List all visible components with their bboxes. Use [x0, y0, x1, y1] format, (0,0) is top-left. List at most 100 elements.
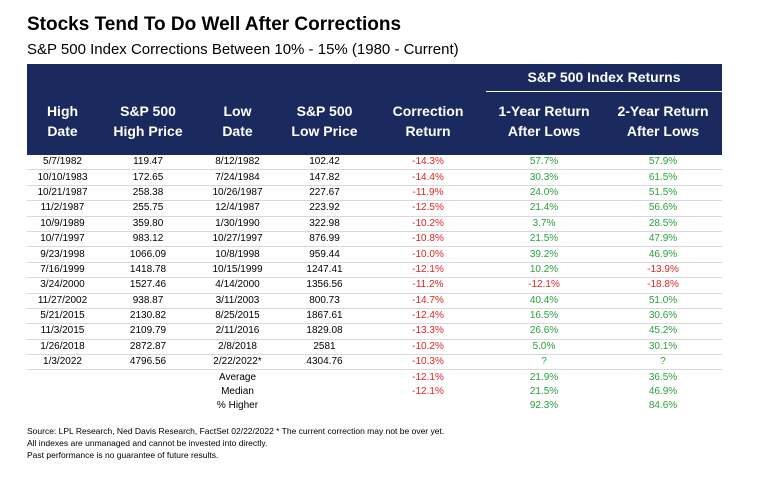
cell-low-date: 8/25/2015 — [198, 308, 277, 325]
summary-empty-cell — [98, 370, 198, 385]
cell-1y-return: 40.4% — [484, 293, 604, 309]
cell-high-date: 10/7/1997 — [27, 231, 98, 248]
cell-low-price: 147.82 — [277, 169, 372, 186]
cell-high-price: 2109.79 — [98, 323, 198, 340]
table-row: 10/10/1983 172.65 7/24/1984 147.82 -14.4% 30.… — [27, 169, 722, 186]
cell-high-price: 1418.78 — [98, 262, 198, 279]
cell-low-price: 1829.08 — [277, 323, 372, 340]
table-row: 9/23/1998 1066.09 10/8/1998 959.44 -10.0% 39.… — [27, 246, 722, 263]
cell-2y-return: 57.9% — [604, 155, 722, 171]
cell-correction-return: -14.4% — [372, 169, 484, 186]
group-header-divider — [486, 91, 722, 92]
summary-2y-return: 36.5% — [648, 371, 678, 383]
summary-2y-return: 46.9% — [648, 386, 678, 398]
cell-2y-return: 51.5% — [604, 185, 722, 202]
cell-high-price: 2130.82 — [98, 308, 198, 325]
summary-2y-return: 84.6% — [648, 400, 678, 412]
cell-1y-return: ? — [484, 354, 604, 371]
cell-2y-return: -18.8% — [604, 277, 722, 294]
cell-low-date: 8/12/1982 — [198, 155, 277, 171]
cell-1y-return: 10.2% — [484, 262, 604, 279]
summary-empty-cell — [27, 399, 98, 413]
cell-low-date: 10/26/1987 — [198, 185, 277, 202]
column-header-high-price: S&P 500 High Price — [98, 101, 198, 141]
table-body: 5/7/1982 119.47 8/12/1982 102.42 -14.3% 57.7%… — [27, 155, 722, 414]
cell-high-price: 938.87 — [98, 293, 198, 309]
cell-low-price: 223.92 — [277, 200, 372, 217]
cell-2y-return: 46.9% — [604, 246, 722, 263]
cell-correction-return: -11.2% — [372, 277, 484, 294]
table-row: 5/21/2015 2130.82 8/25/2015 1867.61 -12.4% 16… — [27, 308, 722, 325]
summary-1y-return: 92.3% — [529, 400, 559, 412]
cell-high-price: 359.80 — [98, 216, 198, 232]
column-header-line: 2-Year Return — [617, 103, 709, 119]
cell-2y-return: 61.5% — [604, 169, 722, 186]
column-header-line: After Lows — [626, 123, 700, 139]
column-header-line: Low Price — [291, 123, 358, 139]
summary-empty-cell — [98, 385, 198, 399]
column-header-line: 1-Year Return — [498, 103, 590, 119]
cell-high-date: 7/16/1999 — [27, 262, 98, 279]
summary-row: Median -12.1% 21.5% 46.9% — [27, 385, 722, 399]
cell-1y-return: 39.2% — [484, 246, 604, 263]
cell-2y-return: -13.9% — [604, 262, 722, 279]
cell-high-date: 11/27/2002 — [27, 293, 98, 309]
cell-high-price: 172.65 — [98, 169, 198, 186]
column-header-correction: Correction Return — [372, 101, 484, 141]
cell-high-price: 255.75 — [98, 200, 198, 217]
column-header-high-date: High Date — [27, 101, 98, 141]
corrections-table: 5/7/1982 119.47 8/12/1982 102.42 -14.3% 57.7%… — [27, 155, 722, 414]
summary-empty-cell — [277, 385, 372, 399]
summary-empty-cell — [27, 385, 98, 399]
cell-low-price: 800.73 — [277, 293, 372, 309]
summary-row: Average -12.1% 21.9% 36.5% — [27, 370, 722, 385]
cell-low-price: 959.44 — [277, 246, 372, 263]
summary-empty-cell — [277, 399, 372, 413]
table-row: 10/9/1989 359.80 1/30/1990 322.98 -10.2% 3.7%… — [27, 216, 722, 232]
cell-1y-return: 21.4% — [484, 200, 604, 217]
table-row: 11/2/1987 255.75 12/4/1987 223.92 -12.5% 21.4… — [27, 200, 722, 217]
cell-correction-return: -10.2% — [372, 339, 484, 356]
page-subtitle: S&P 500 Index Corrections Between 10% - … — [27, 41, 459, 58]
summary-row: % Higher 92.3% 84.6% — [27, 399, 722, 413]
cell-high-date: 11/3/2015 — [27, 323, 98, 340]
cell-correction-return: -13.3% — [372, 323, 484, 340]
cell-high-date: 5/21/2015 — [27, 308, 98, 325]
page-title: Stocks Tend To Do Well After Corrections — [27, 14, 402, 35]
cell-low-date: 2/11/2016 — [198, 323, 277, 340]
summary-empty-cell — [98, 399, 198, 413]
footnote-disclaimer: All indexes are unmanaged and cannot be … — [27, 438, 268, 448]
cell-correction-return: -11.9% — [372, 185, 484, 202]
cell-high-price: 2872.87 — [98, 339, 198, 356]
cell-correction-return: -12.4% — [372, 308, 484, 325]
summary-correction — [372, 399, 484, 413]
cell-high-date: 5/7/1982 — [27, 155, 98, 171]
table-header: S&P 500 Index Returns High Date S&P 500 … — [27, 64, 722, 155]
column-header-line: High — [46, 103, 79, 119]
table-row: 1/26/2018 2872.87 2/8/2018 2581 -10.2% 5.0% 30… — [27, 339, 722, 356]
cell-low-date: 4/14/2000 — [198, 277, 277, 294]
column-header-line: Date — [47, 123, 78, 139]
cell-low-price: 102.42 — [277, 155, 372, 171]
summary-label: Median — [221, 386, 254, 398]
cell-low-price: 1356.56 — [277, 277, 372, 294]
column-header-line: S&P 500 — [296, 103, 353, 119]
cell-high-price: 1066.09 — [98, 246, 198, 263]
cell-correction-return: -10.3% — [372, 354, 484, 371]
column-header-low-date: Low Date — [198, 101, 277, 141]
cell-1y-return: 57.7% — [484, 155, 604, 171]
cell-correction-return: -10.2% — [372, 216, 484, 232]
cell-low-price: 4304.76 — [277, 354, 372, 371]
column-header-2y-return: 2-Year Return After Lows — [604, 101, 722, 141]
cell-low-price: 876.99 — [277, 231, 372, 248]
footnotes: Source: LPL Research, Ned Davis Research… — [27, 425, 444, 461]
cell-high-date: 10/9/1989 — [27, 216, 98, 232]
cell-correction-return: -12.1% — [372, 262, 484, 279]
cell-low-price: 1247.41 — [277, 262, 372, 279]
cell-1y-return: -12.1% — [484, 277, 604, 294]
cell-high-price: 258.38 — [98, 185, 198, 202]
cell-1y-return: 3.7% — [484, 216, 604, 232]
cell-2y-return: 30.1% — [604, 339, 722, 356]
cell-high-price: 983.12 — [98, 231, 198, 248]
cell-high-date: 9/23/1998 — [27, 246, 98, 263]
